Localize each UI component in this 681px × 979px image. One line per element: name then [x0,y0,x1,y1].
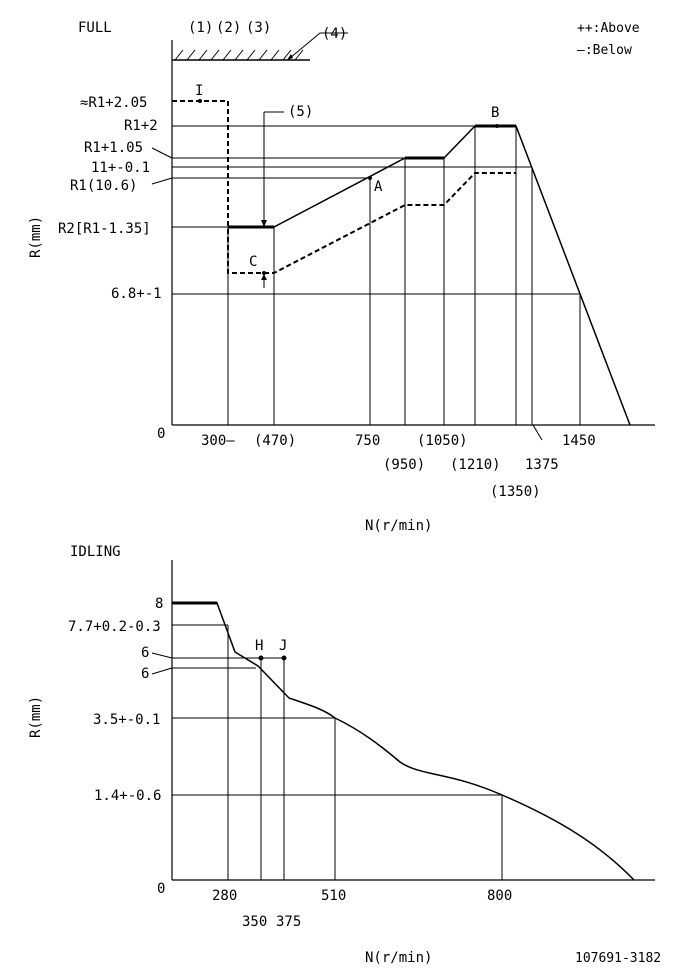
x-label-470: (470) [254,433,296,449]
note-3: (3) [246,20,271,36]
full-curve-below [172,100,516,274]
point-label-a: A [374,179,383,195]
x-label-300: 300— [201,433,235,449]
y-label-r2: R2[R1-1.35] [58,221,151,237]
y-label-11: 11+-0.1 [91,160,150,176]
idling-y-label-1-4: 1.4+-0.6 [94,788,161,804]
y-label-6-8: 6.8+-1 [111,286,162,302]
point-label-h: H [255,638,263,654]
full-v-gridlines [227,126,581,425]
note-1: (1) [188,20,213,36]
full-chart: FULL ++:Above —:Below (1) (2) (3) (4) (5… [28,20,655,534]
idling-y-label-6b: 6 [141,666,149,682]
idling-y-label-6a: 6 [141,645,149,661]
note-5: (5) [288,104,313,120]
point-label-b: B [491,105,499,121]
full-y-axis-label: R(mm) [28,216,44,258]
full-curve-above [228,125,631,426]
x-label-750: 750 [355,433,380,449]
idling-h-gridlines [172,624,502,796]
x-label-1450: 1450 [562,433,596,449]
point-label-c: C [249,254,257,270]
idling-x-label-375: 375 [276,914,301,930]
legend-above: ++:Above [577,21,640,36]
full-x-axis-label: N(r/min) [365,518,432,534]
idling-v-gridlines [227,625,503,880]
x-label-950: (950) [383,457,425,473]
idling-y-label-7-7: 7.7+0.2-0.3 [68,619,161,635]
x-label-1375: 1375 [525,457,559,473]
idling-y-axis-label: R(mm) [28,696,44,738]
x-label-1050: (1050) [417,433,468,449]
point-label-j: J [279,638,287,654]
idling-chart: IDLING 0 8 7.7+0.2-0.3 6 6 3.5+-0.1 1.4+… [28,544,655,966]
legend-below: —:Below [577,43,632,58]
point-label-i: I [195,83,203,99]
idling-x-label-350: 350 [242,914,267,930]
idling-origin: 0 [157,881,165,897]
full-title: FULL [78,20,112,36]
x-label-1210: (1210) [450,457,501,473]
idling-x-axis-label: N(r/min) [365,950,432,966]
stop-hatch [172,32,348,61]
idling-x-label-800: 800 [487,888,512,904]
y-label-r1-2: R1+2 [124,118,158,134]
idling-title: IDLING [70,544,121,560]
idling-x-label-280: 280 [212,888,237,904]
note-4: (4) [322,26,347,42]
x-label-1350: (1350) [490,484,541,500]
y-label-r1-1-05: R1+1.05 [84,140,143,156]
idling-y-label-8: 8 [155,596,163,612]
y-label-r1-2-05: ≈R1+2.05 [80,95,147,111]
full-h-gridlines [172,125,580,295]
idling-x-label-510: 510 [321,888,346,904]
idling-y-label-3-5: 3.5+-0.1 [93,712,160,728]
document-id: 107691-3182 [575,951,661,966]
y-label-r1: R1(10.6) [70,178,137,194]
full-origin: 0 [157,426,165,442]
idling-curve [172,602,635,881]
note-2: (2) [216,20,241,36]
